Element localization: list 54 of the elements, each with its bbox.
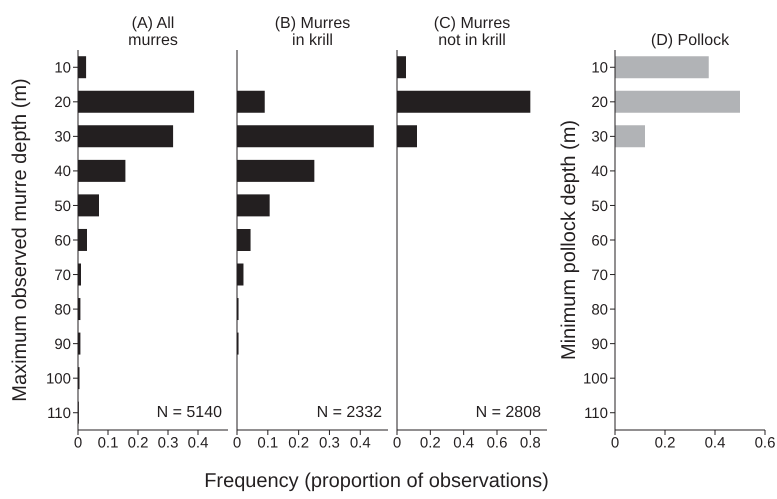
y-tick-label: 50 bbox=[54, 198, 71, 215]
x-tick-label: 0.4 bbox=[704, 434, 726, 452]
chart-title: (D) Pollock bbox=[650, 32, 730, 49]
x-tick-label: 0.4 bbox=[453, 434, 474, 452]
x-tick-label: 0.1 bbox=[257, 434, 278, 452]
y-axis-title: Maximum observed murre depth (m) bbox=[9, 78, 31, 402]
x-tick-label: 0 bbox=[610, 434, 620, 452]
y-axis-title: Minimum pollock depth (m) bbox=[558, 120, 580, 360]
x-tick-label: 0.8 bbox=[520, 434, 541, 452]
x-tick-label: 0.6 bbox=[486, 434, 508, 452]
annotation: N = 5140 bbox=[156, 404, 222, 422]
y-tick-label: 30 bbox=[591, 128, 608, 146]
annotation: N = 2332 bbox=[316, 404, 382, 422]
bar bbox=[615, 90, 740, 113]
y-tick-label: 60 bbox=[591, 232, 608, 250]
y-tick-label: 70 bbox=[591, 266, 608, 284]
x-tick-label: 0 bbox=[74, 434, 82, 452]
x-tick-label: 0.2 bbox=[288, 434, 310, 452]
x-tick-label: 0.4 bbox=[350, 434, 371, 452]
bar bbox=[615, 56, 709, 78]
y-tick-label: 100 bbox=[46, 370, 71, 388]
y-tick-label: 110 bbox=[47, 405, 71, 422]
y-tick-label: 80 bbox=[591, 301, 608, 318]
x-axis-title: Frequency (proportion of observations) bbox=[204, 470, 549, 492]
x-tick-label: 0.2 bbox=[654, 434, 676, 452]
y-tick-label: 10 bbox=[54, 60, 71, 77]
y-tick-label: 40 bbox=[54, 163, 71, 180]
x-tick-label: 0.1 bbox=[98, 434, 118, 452]
x-tick-label: 0.2 bbox=[128, 434, 148, 452]
y-tick-label: 20 bbox=[54, 94, 71, 112]
x-tick-label: 0 bbox=[232, 434, 242, 452]
y-tick-label: 60 bbox=[54, 232, 71, 250]
x-tick-label: 0 bbox=[392, 434, 402, 452]
x-tick-label: 0.4 bbox=[188, 434, 208, 452]
chart-title: (C) Murres not in krill bbox=[432, 15, 512, 49]
y-tick-label: 100 bbox=[582, 370, 608, 388]
y-tick-label: 110 bbox=[584, 405, 608, 422]
y-tick-label: 70 bbox=[54, 266, 71, 284]
y-tick-label: 40 bbox=[591, 163, 608, 180]
x-tick-label: 0.3 bbox=[158, 434, 178, 452]
y-tick-label: 80 bbox=[54, 301, 71, 318]
y-tick-label: 50 bbox=[591, 198, 608, 215]
annotation: N = 2808 bbox=[476, 404, 541, 422]
y-tick-label: 90 bbox=[591, 336, 608, 353]
bar bbox=[615, 125, 645, 148]
x-tick-label: 0.3 bbox=[319, 434, 340, 452]
y-tick-label: 30 bbox=[54, 128, 71, 146]
x-tick-label: 0.2 bbox=[420, 434, 441, 452]
y-tick-label: 90 bbox=[54, 336, 71, 353]
y-tick-label: 20 bbox=[591, 94, 608, 112]
chart-title: (B) Murres in krill bbox=[274, 15, 352, 49]
x-tick-label: 0.6 bbox=[754, 434, 776, 452]
chart-title: (A) All murres bbox=[127, 15, 179, 49]
y-tick-label: 10 bbox=[591, 60, 608, 77]
